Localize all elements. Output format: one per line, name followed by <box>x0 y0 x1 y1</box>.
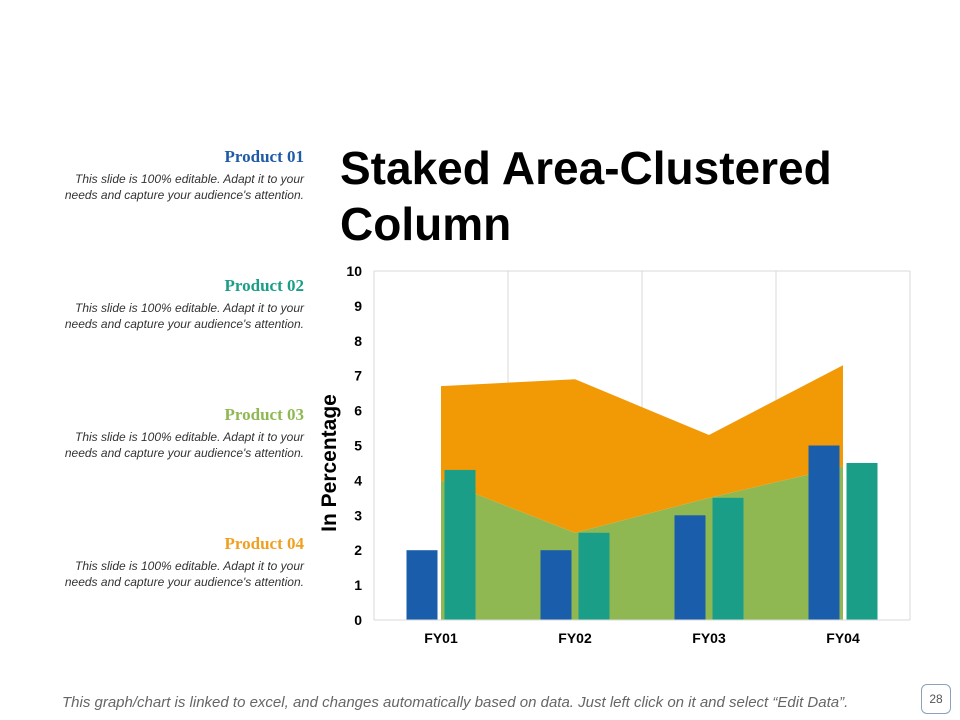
product-03-title: Product 03 <box>224 405 305 424</box>
legend-item-product-01: Product 01 This slide is 100% editable. … <box>60 147 304 203</box>
bar-series-1-fy02 <box>540 550 572 620</box>
y-tick-label: 8 <box>354 333 362 349</box>
y-axis-label: In Percentage <box>318 394 341 532</box>
product-02-description: This slide is 100% editable. Adapt it to… <box>64 301 304 331</box>
product-03-description: This slide is 100% editable. Adapt it to… <box>64 430 304 460</box>
page-number: 28 <box>921 684 951 714</box>
product-04-description: This slide is 100% editable. Adapt it to… <box>64 559 304 589</box>
x-tick-label: FY03 <box>692 630 726 646</box>
chart-title: Staked Area-Clustered Column <box>340 142 832 250</box>
bar-series-2-fy03 <box>712 497 744 620</box>
y-tick-label: 1 <box>354 577 362 593</box>
x-tick-label: FY02 <box>558 630 592 646</box>
y-tick-label: 2 <box>354 542 362 558</box>
legend-item-product-02: Product 02 This slide is 100% editable. … <box>60 276 304 332</box>
y-tick-label: 10 <box>346 263 362 279</box>
x-tick-label: FY04 <box>826 630 860 646</box>
bar-series-2-fy04 <box>846 462 878 620</box>
bar-series-2-fy02 <box>578 532 610 620</box>
y-tick-label: 5 <box>354 438 362 454</box>
y-tick-label: 9 <box>354 298 362 314</box>
bar-series-1-fy03 <box>674 515 706 620</box>
y-tick-label: 4 <box>354 472 362 488</box>
y-tick-label: 6 <box>354 403 362 419</box>
y-tick-label: 7 <box>354 368 362 384</box>
product-04-title: Product 04 <box>224 534 305 553</box>
bar-series-1-fy01 <box>406 550 438 620</box>
product-01-title: Product 01 <box>224 147 305 166</box>
footer-note: This graph/chart is linked to excel, and… <box>62 694 849 711</box>
y-tick-label: 3 <box>354 507 362 523</box>
legend-item-product-03: Product 03 This slide is 100% editable. … <box>60 405 304 461</box>
y-tick-label: 0 <box>354 612 362 628</box>
bar-series-1-fy04 <box>808 445 840 620</box>
legend-item-product-04: Product 04 This slide is 100% editable. … <box>60 534 304 590</box>
x-tick-label: FY01 <box>424 630 458 646</box>
area-series-2 <box>441 365 843 533</box>
bar-series-2-fy01 <box>444 469 476 620</box>
product-01-description: This slide is 100% editable. Adapt it to… <box>64 172 304 202</box>
product-02-title: Product 02 <box>224 276 305 295</box>
